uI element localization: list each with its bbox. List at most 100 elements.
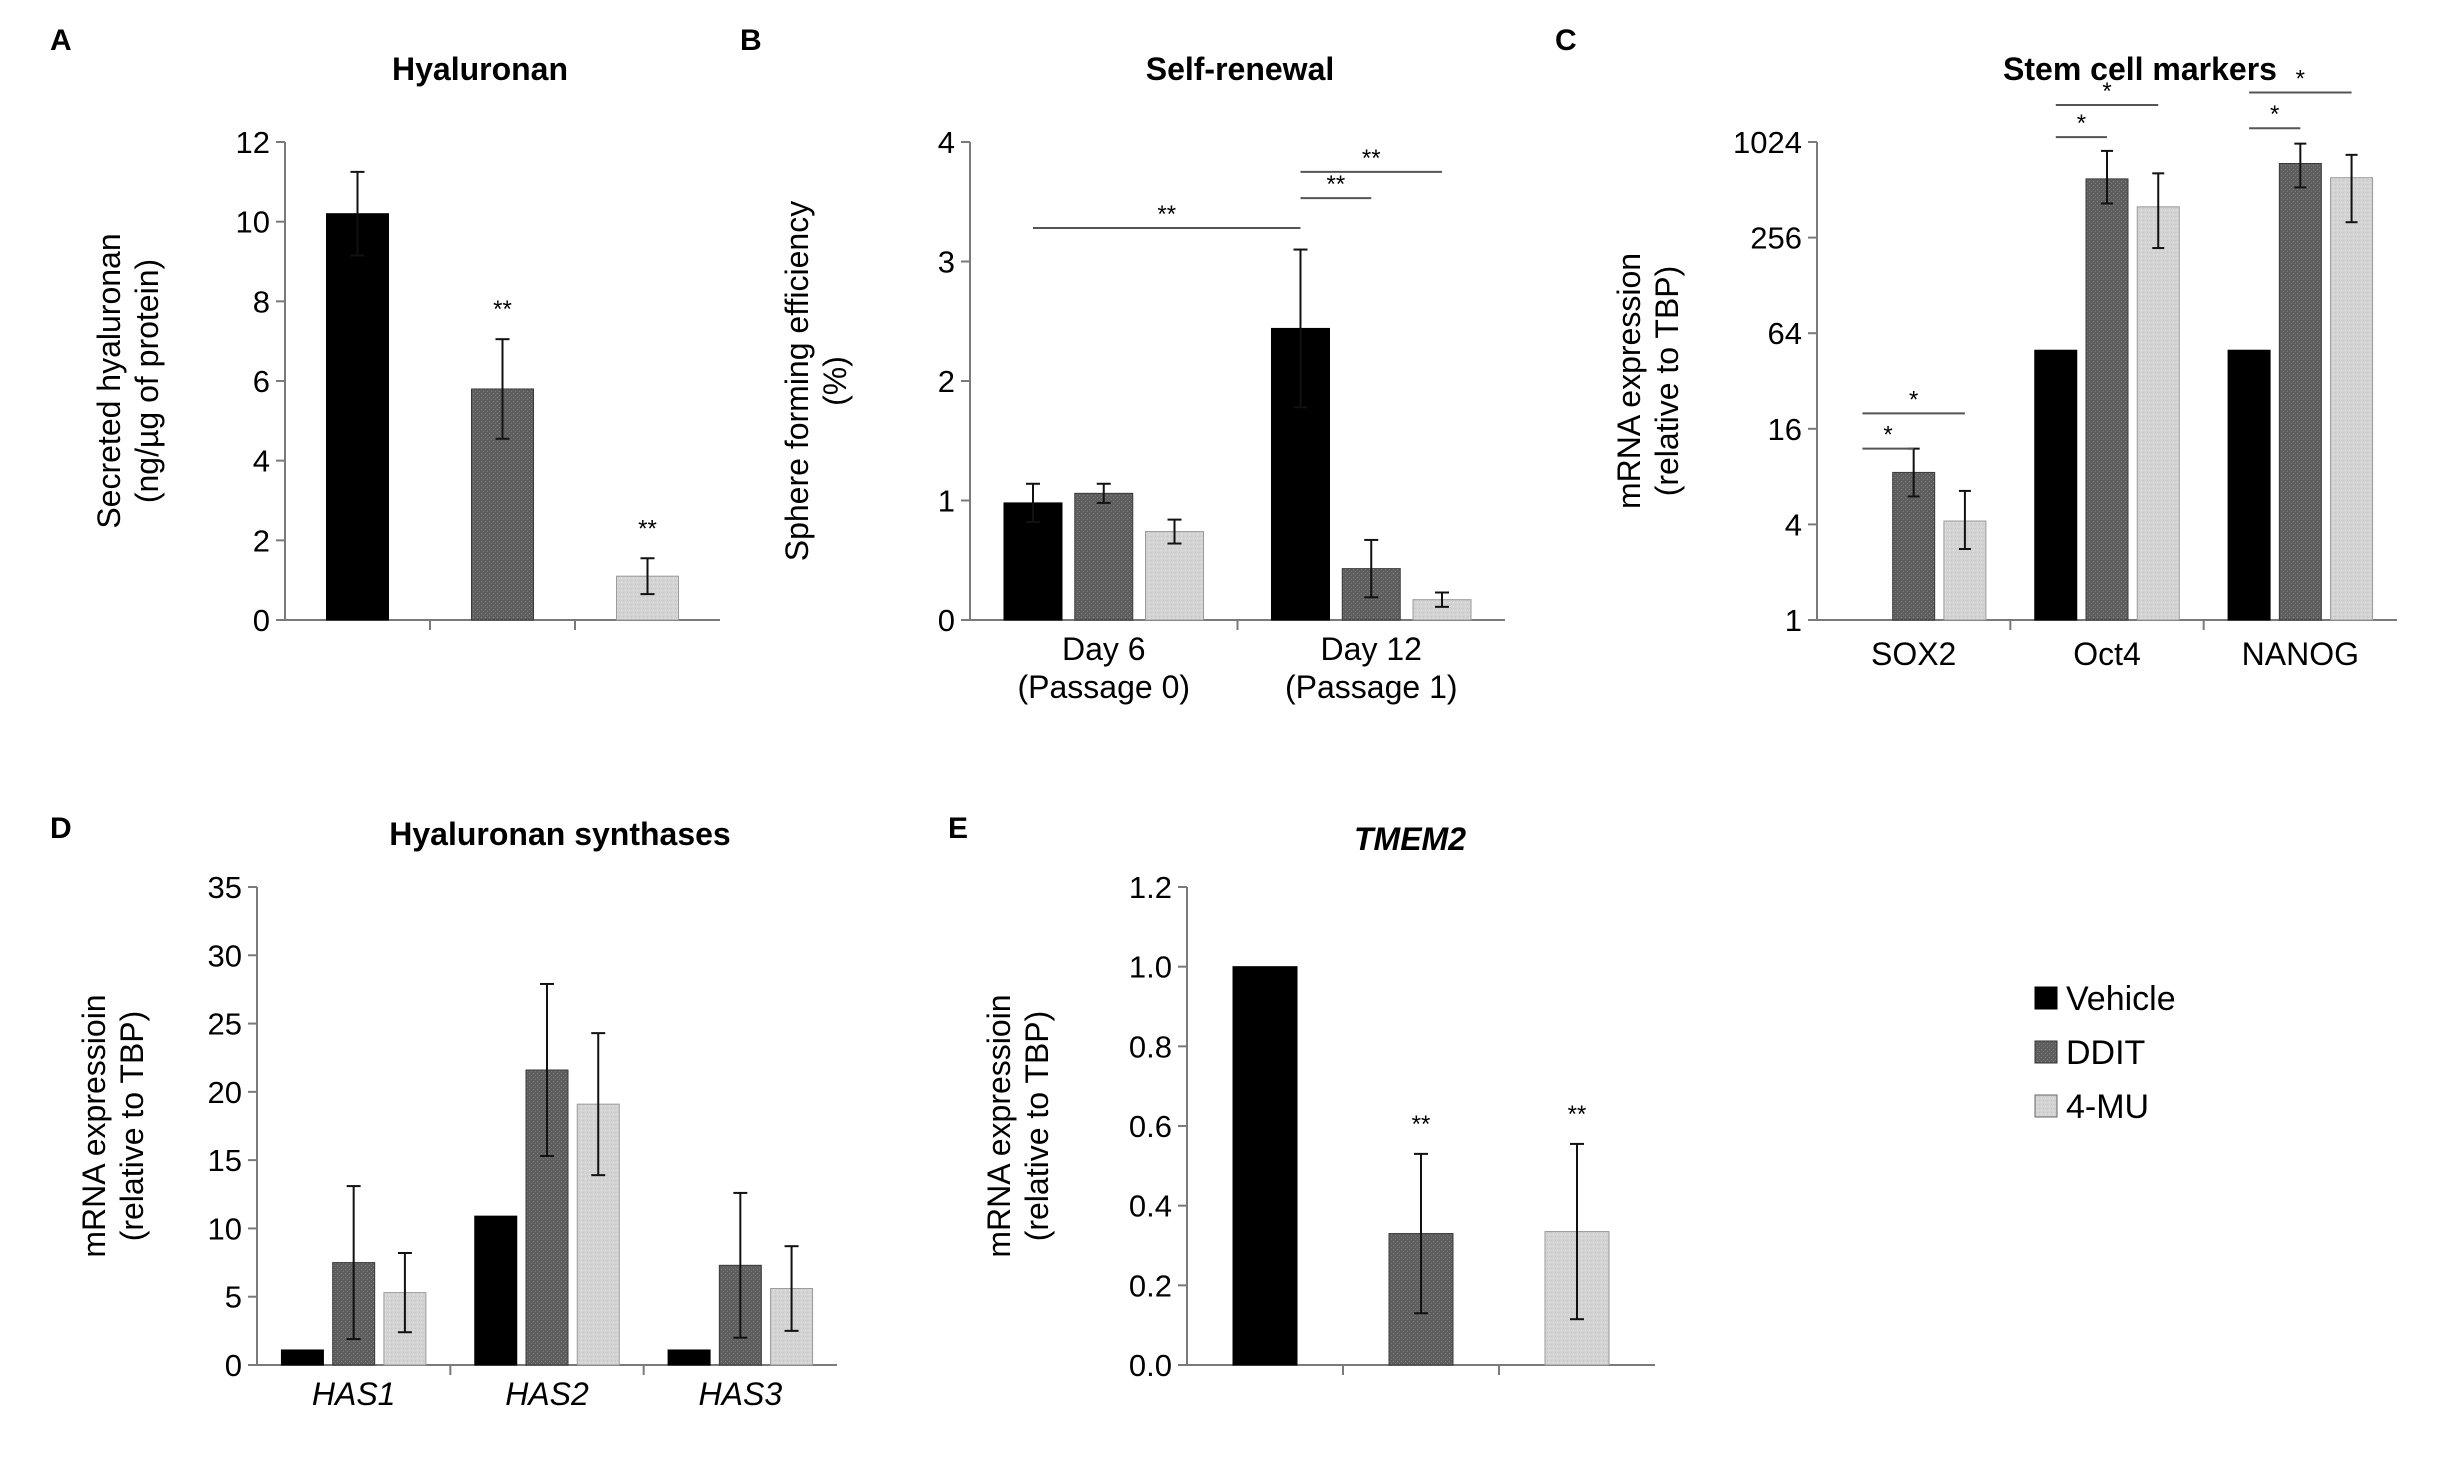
bar-vehicle	[326, 213, 389, 621]
x-category-label-line: HAS3	[699, 1376, 783, 1412]
y-tick-label: 0.6	[1129, 1109, 1172, 1144]
x-category-label-line: HAS1	[312, 1376, 396, 1412]
y-axis-label-line: (ng/µg of protein)	[129, 259, 165, 503]
chart-title: Self-renewal	[1146, 51, 1335, 87]
significance-label: **	[1327, 171, 1346, 198]
x-category-label: HAS1	[312, 1376, 396, 1412]
y-tick-label: 1	[1785, 603, 1802, 638]
y-tick-label: 25	[208, 1007, 242, 1042]
y-tick-label: 1.0	[1129, 950, 1172, 985]
y-tick-label: 30	[208, 938, 242, 973]
y-tick-label: 12	[236, 125, 270, 160]
y-tick-label: 2	[253, 523, 270, 558]
y-tick-label: 4	[938, 125, 955, 160]
bar-vehicle	[2034, 349, 2078, 621]
panel-d: D Hyaluronan synthases 0 5 10 15 20 25 30 35 mRN…	[50, 812, 837, 1412]
bar-ddit	[1074, 492, 1134, 621]
legend-swatch-vehicle	[2034, 986, 2058, 1010]
significance-label: *	[2270, 101, 2279, 128]
x-category-label: SOX2	[1871, 636, 1956, 672]
bar-4-mu	[1145, 531, 1205, 621]
bar-ddit	[2085, 178, 2129, 621]
x-category-label-line: (Passage 0)	[1017, 669, 1190, 705]
y-tick-label: 64	[1768, 316, 1802, 351]
y-tick-label: 20	[208, 1075, 242, 1110]
chart-title: TMEM2	[1354, 821, 1466, 857]
panel-c: C Stem cell markers 1 4 16 64 256 1024 mRNA ex…	[1555, 24, 2397, 672]
panel-b: B Self-renewal 0 1 2 3 4 Sphere forming effic…	[740, 24, 1505, 705]
y-tick-label: 3	[938, 245, 955, 280]
legend-label-ddit: DDIT	[2066, 1034, 2145, 1072]
y-tick-label: 15	[208, 1143, 242, 1178]
significance-label: **	[638, 515, 657, 542]
legend-swatch-ddit	[2034, 1040, 2058, 1064]
y-axis-label-line: mRNA expressioin	[76, 994, 112, 1257]
significance-label: *	[2102, 78, 2111, 105]
significance-label: **	[1412, 1111, 1431, 1138]
legend: Vehicle DDIT 4-MU	[2034, 980, 2176, 1126]
y-tick-label: 1024	[1733, 125, 1802, 160]
y-tick-label: 0	[253, 603, 270, 638]
bar-vehicle	[667, 1349, 711, 1366]
y-tick-label: 0.8	[1129, 1029, 1172, 1064]
y-tick-label: 1.2	[1129, 870, 1172, 905]
y-tick-label: 2	[938, 364, 955, 399]
y-tick-label: 0	[225, 1348, 242, 1383]
y-axis-label-line: mRNA expressioin	[981, 994, 1017, 1257]
y-tick-label: 4	[1785, 507, 1802, 542]
bar-4-mu	[2330, 177, 2374, 621]
y-tick-label: 0.2	[1129, 1268, 1172, 1303]
x-category-label-line: Day 6	[1062, 631, 1146, 667]
y-tick-label: 256	[1750, 221, 1802, 256]
significance-label: *	[2296, 65, 2305, 92]
y-tick-label: 10	[236, 205, 270, 240]
bar-vehicle	[2227, 349, 2271, 621]
bar-4-mu	[2136, 206, 2180, 621]
y-tick-label: 8	[253, 284, 270, 319]
x-category-label: HAS3	[699, 1376, 783, 1412]
panel-label-a: A	[50, 24, 72, 57]
x-category-label-line: Oct4	[2073, 636, 2141, 672]
x-category-label-line: NANOG	[2242, 636, 2359, 672]
panel-label-b: B	[740, 24, 762, 57]
significance-label: **	[1157, 201, 1176, 228]
y-tick-label: 0.4	[1129, 1189, 1172, 1224]
significance-label: *	[2077, 110, 2086, 137]
panel-label-c: C	[1555, 24, 1577, 57]
x-category-label-line: Day 12	[1321, 631, 1422, 667]
y-tick-label: 4	[253, 444, 270, 479]
y-tick-label: 6	[253, 364, 270, 399]
chart-title: Hyaluronan	[392, 51, 568, 87]
y-tick-label: 16	[1768, 412, 1802, 447]
significance-label: **	[1568, 1101, 1587, 1128]
y-axis-label-line: (relative to TBP)	[114, 1011, 150, 1242]
significance-label: *	[1883, 422, 1892, 449]
bar-vehicle	[1232, 966, 1298, 1366]
panel-e: E TMEM2 0.0 0.2 0.4 0.6 0.8 1.0 1.2 mRNA expres…	[948, 812, 1655, 1383]
y-tick-label: 1	[938, 484, 955, 519]
y-tick-label: 0.0	[1129, 1348, 1172, 1383]
y-axis-label-line: Secreted hyaluronan	[91, 233, 127, 528]
bar-ddit	[2278, 162, 2322, 621]
legend-swatch-4mu	[2034, 1094, 2058, 1118]
y-tick-label: 35	[208, 870, 242, 905]
x-category-label: HAS2	[505, 1376, 589, 1412]
significance-label: **	[1362, 145, 1381, 172]
bar-vehicle	[474, 1215, 518, 1366]
y-axis-label-line: (relative to TBP)	[1019, 1011, 1055, 1242]
x-category-label: Day 6 (Passage 0)	[1017, 631, 1190, 705]
significance-label: *	[1909, 386, 1918, 413]
x-category-label-line: SOX2	[1871, 636, 1956, 672]
x-category-label-line: (Passage 1)	[1285, 669, 1458, 705]
y-axis-label-line: (relative to TBP)	[1649, 266, 1685, 497]
panel-a: A Hyaluronan 0 2 4 6 8 10 12 Secreted hyalurona…	[50, 24, 720, 638]
panel-label-e: E	[948, 812, 968, 845]
y-tick-label: 10	[208, 1211, 242, 1246]
chart-title: Stem cell markers	[2003, 51, 2277, 87]
y-axis-label-line: mRNA expression	[1611, 253, 1647, 509]
significance-label: **	[493, 296, 512, 323]
x-category-label-line: HAS2	[505, 1376, 589, 1412]
legend-label-4mu: 4-MU	[2066, 1088, 2149, 1126]
y-tick-label: 0	[938, 603, 955, 638]
